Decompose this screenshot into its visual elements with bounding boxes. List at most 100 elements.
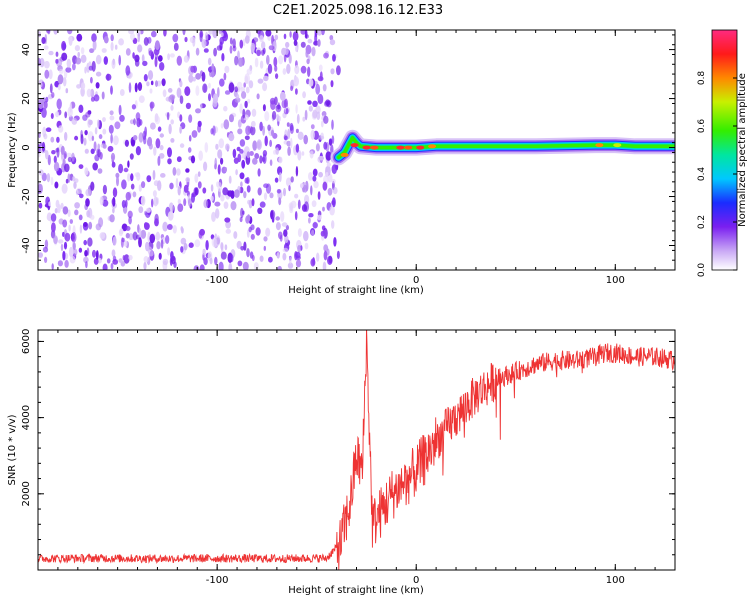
noise-speckle <box>83 137 87 146</box>
noise-speckle <box>125 226 131 231</box>
noise-speckle <box>85 188 91 197</box>
noise-speckle <box>336 65 341 76</box>
noise-speckle <box>125 191 131 201</box>
noise-speckle <box>228 133 235 142</box>
noise-speckle <box>62 77 67 87</box>
noise-speckle <box>296 113 300 124</box>
noise-speckle <box>278 156 283 164</box>
noise-speckle <box>332 54 336 62</box>
noise-speckle <box>74 135 79 141</box>
noise-speckle <box>263 245 266 251</box>
colorbar-tick-label: 0.2 <box>697 215 707 229</box>
noise-speckle <box>95 54 102 65</box>
noise-speckle <box>185 177 190 183</box>
noise-speckle <box>203 199 209 209</box>
noise-speckle <box>218 138 225 149</box>
noise-speckle <box>133 135 138 141</box>
noise-speckle <box>210 195 214 202</box>
noise-speckle <box>192 76 196 82</box>
noise-speckle <box>135 146 141 156</box>
noise-speckle <box>237 57 244 67</box>
noise-speckle <box>138 119 143 126</box>
noise-speckle <box>149 88 153 94</box>
noise-speckle <box>167 53 171 61</box>
noise-speckle <box>239 103 243 114</box>
ridge-peak <box>404 145 413 150</box>
noise-speckle <box>58 239 64 244</box>
noise-speckle <box>302 91 306 99</box>
noise-speckle <box>50 136 55 143</box>
ridge-peak <box>370 145 379 150</box>
noise-speckle <box>102 117 106 122</box>
noise-speckle <box>263 75 269 82</box>
noise-speckle <box>110 133 113 144</box>
noise-speckle <box>204 31 209 43</box>
noise-speckle <box>290 85 294 92</box>
noise-speckle <box>282 68 287 75</box>
noise-speckle <box>162 89 167 98</box>
noise-speckle <box>234 86 239 93</box>
noise-speckle <box>43 45 49 50</box>
noise-speckle <box>269 192 274 199</box>
noise-speckle <box>240 246 245 251</box>
noise-speckle <box>55 111 60 118</box>
noise-speckle <box>91 33 97 43</box>
noise-speckle <box>63 151 67 160</box>
noise-speckle <box>103 56 109 65</box>
noise-speckle <box>151 30 157 38</box>
noise-speckle <box>215 208 220 219</box>
noise-speckle <box>157 126 162 132</box>
noise-speckle <box>55 59 59 64</box>
noise-speckle <box>336 250 340 260</box>
noise-speckle <box>195 47 200 56</box>
noise-speckle <box>109 110 114 116</box>
noise-speckle <box>61 183 68 194</box>
noise-speckle <box>200 103 203 110</box>
noise-speckle <box>317 191 321 200</box>
ridge-peak <box>595 143 604 148</box>
noise-speckle <box>95 223 102 231</box>
noise-speckle <box>123 167 129 173</box>
noise-speckle <box>62 42 67 50</box>
noise-speckle <box>41 141 46 152</box>
noise-speckle <box>92 162 98 171</box>
noise-speckle <box>290 137 293 149</box>
noise-speckle <box>41 37 46 44</box>
noise-speckle <box>259 35 264 43</box>
noise-speckle <box>90 76 93 84</box>
noise-speckle <box>148 143 153 150</box>
noise-speckle <box>218 30 222 35</box>
noise-speckle <box>148 250 154 257</box>
noise-speckle <box>151 198 154 208</box>
noise-speckle <box>259 255 264 262</box>
snr-x-label: Height of straight line (km) <box>288 585 424 596</box>
noise-speckle <box>285 108 289 114</box>
noise-speckle <box>153 48 160 56</box>
noise-speckle <box>172 167 177 176</box>
noise-speckle <box>321 111 327 117</box>
y-tick-label: 4000 <box>21 405 32 430</box>
noise-speckle <box>98 134 103 140</box>
noise-speckle <box>295 143 300 153</box>
noise-speckle <box>155 231 160 241</box>
noise-speckle <box>208 30 213 35</box>
noise-speckle <box>313 180 319 189</box>
noise-speckle <box>256 93 260 100</box>
noise-speckle <box>64 163 70 173</box>
noise-speckle <box>280 211 285 222</box>
noise-speckle <box>69 255 76 264</box>
noise-speckle <box>317 39 321 47</box>
noise-speckle <box>99 196 104 206</box>
noise-speckle <box>245 125 251 136</box>
noise-speckle <box>246 185 251 193</box>
y-tick-label: 0 <box>21 144 32 150</box>
noise-speckle <box>109 115 115 121</box>
noise-speckle <box>71 152 75 162</box>
noise-speckle <box>78 164 84 170</box>
noise-speckle <box>97 119 100 129</box>
noise-speckle <box>262 150 268 157</box>
noise-speckle <box>110 85 113 95</box>
noise-speckle <box>127 160 130 168</box>
noise-speckle <box>63 241 68 250</box>
